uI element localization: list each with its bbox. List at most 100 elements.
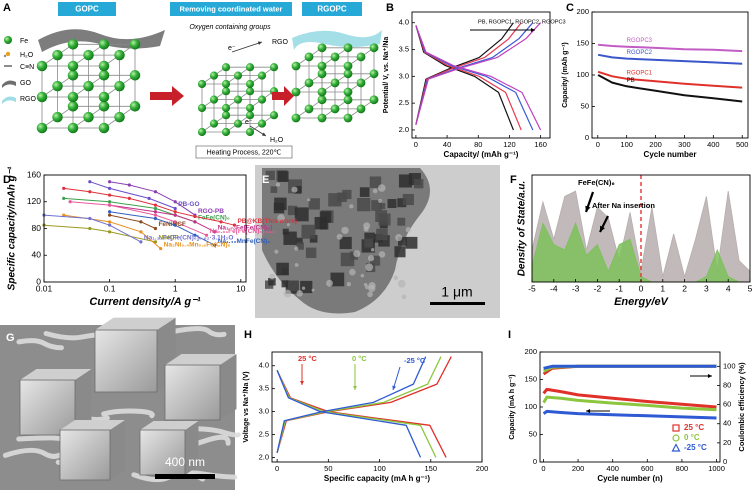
x-tick-label: 80 bbox=[474, 140, 482, 149]
series-label: RGO-PB bbox=[198, 208, 224, 215]
arrow-head bbox=[600, 225, 605, 232]
x-tick-label: 200 bbox=[572, 464, 585, 473]
x-tick-label: 120 bbox=[503, 140, 516, 149]
sem-cube bbox=[19, 379, 76, 436]
series-label: RGOPC2 bbox=[627, 50, 653, 56]
series-label: PB bbox=[627, 78, 635, 84]
tem-pore bbox=[336, 233, 343, 240]
fe-atom bbox=[221, 87, 231, 96]
series-line bbox=[276, 370, 422, 458]
point bbox=[68, 200, 72, 204]
tem-cube bbox=[397, 198, 407, 208]
y-tick-label: 2.0 bbox=[259, 452, 269, 461]
tem-cube bbox=[379, 203, 386, 210]
y-tick-label: 50 bbox=[529, 429, 537, 438]
point bbox=[173, 223, 177, 227]
fe-atom bbox=[317, 61, 327, 71]
tem-cube bbox=[309, 235, 318, 243]
process-arrow bbox=[272, 86, 294, 106]
fe-atom bbox=[317, 87, 327, 97]
fe-atom bbox=[197, 79, 207, 89]
series-line bbox=[598, 43, 743, 53]
y-tick-label: 160 bbox=[27, 169, 41, 179]
sem-cube bbox=[164, 364, 221, 421]
y-tick-label: 2.5 bbox=[259, 429, 269, 438]
point bbox=[173, 220, 177, 224]
fe-atom bbox=[245, 103, 255, 113]
point bbox=[153, 213, 158, 217]
fe-atom bbox=[209, 95, 219, 104]
point bbox=[108, 180, 112, 184]
series-label: FeFe(CN)₆ bbox=[198, 215, 230, 222]
x-tick-label: 300 bbox=[678, 140, 691, 149]
fe-atom bbox=[221, 127, 231, 137]
note: H₂O bbox=[270, 137, 284, 144]
series-label: RGOPC3 bbox=[627, 38, 653, 44]
legend-rgo bbox=[2, 96, 16, 104]
fe-atom bbox=[83, 111, 94, 123]
series-line bbox=[415, 22, 514, 125]
y-tick-label: 150 bbox=[524, 374, 537, 383]
fe-atom bbox=[356, 78, 366, 88]
series-line bbox=[415, 22, 542, 125]
fe-atom bbox=[67, 70, 79, 81]
series-line bbox=[415, 22, 522, 125]
y-tick-label: 0 bbox=[36, 276, 41, 286]
sem-cube-top bbox=[140, 421, 199, 430]
tem-pore bbox=[311, 288, 315, 292]
point bbox=[62, 186, 66, 190]
fe-atom bbox=[221, 103, 231, 113]
fe-atom bbox=[83, 80, 94, 92]
annotation: 0 °C bbox=[352, 354, 367, 363]
point bbox=[153, 240, 158, 244]
series-label: Na₂Ni₀.₄Mn₀.₆Fe(CN)₆ bbox=[164, 241, 231, 248]
tem-cube bbox=[364, 232, 375, 244]
fe-atom bbox=[209, 71, 219, 80]
point bbox=[193, 214, 197, 219]
fe-atom bbox=[209, 119, 219, 128]
arrow-head bbox=[707, 374, 712, 378]
tem-pore bbox=[405, 227, 412, 233]
point bbox=[108, 200, 112, 204]
arrow-head bbox=[353, 385, 357, 390]
series-line bbox=[415, 22, 534, 125]
legend-label: H₂O bbox=[20, 52, 34, 59]
point bbox=[139, 240, 143, 244]
y2-tick-label: 100 bbox=[723, 361, 736, 370]
tem-cube bbox=[371, 200, 382, 211]
y-axis-label: Capacity (mA h g⁻¹) bbox=[509, 374, 516, 439]
tem-pore bbox=[283, 289, 292, 298]
legend-label: C≡N bbox=[20, 64, 34, 71]
point bbox=[153, 210, 158, 214]
fe-atom bbox=[52, 111, 63, 123]
tem-cube bbox=[378, 213, 391, 226]
fe-atom bbox=[36, 60, 48, 72]
note: Heating Process, 220℃ bbox=[207, 149, 282, 156]
series-line bbox=[415, 25, 522, 131]
tem-cube bbox=[370, 255, 381, 266]
series-line bbox=[276, 356, 442, 453]
series-line bbox=[276, 370, 437, 458]
fe-atom bbox=[343, 69, 353, 79]
x-tick-label: 1 bbox=[173, 283, 178, 293]
step-box bbox=[58, 2, 116, 16]
x-tick-label: 40 bbox=[443, 140, 451, 149]
point bbox=[219, 220, 223, 224]
series-line bbox=[276, 370, 447, 458]
tem-pore bbox=[372, 188, 378, 194]
y2-tick-label: 60 bbox=[723, 400, 731, 409]
x-axis-label: Specific capacity (mA h g⁻¹) bbox=[324, 474, 431, 483]
legend-go bbox=[2, 80, 16, 88]
fe-atom bbox=[304, 104, 314, 114]
tem-cube bbox=[364, 238, 374, 248]
fe-atom bbox=[221, 63, 231, 72]
annotation: After Na insertion bbox=[592, 201, 655, 210]
fe-atom bbox=[343, 113, 353, 123]
point bbox=[147, 196, 151, 201]
tem-pore bbox=[326, 279, 333, 287]
legend-marker bbox=[672, 434, 680, 442]
point bbox=[153, 226, 158, 231]
tem-cube bbox=[270, 186, 278, 193]
fe-atom bbox=[129, 39, 141, 50]
fe-atom bbox=[129, 101, 141, 112]
